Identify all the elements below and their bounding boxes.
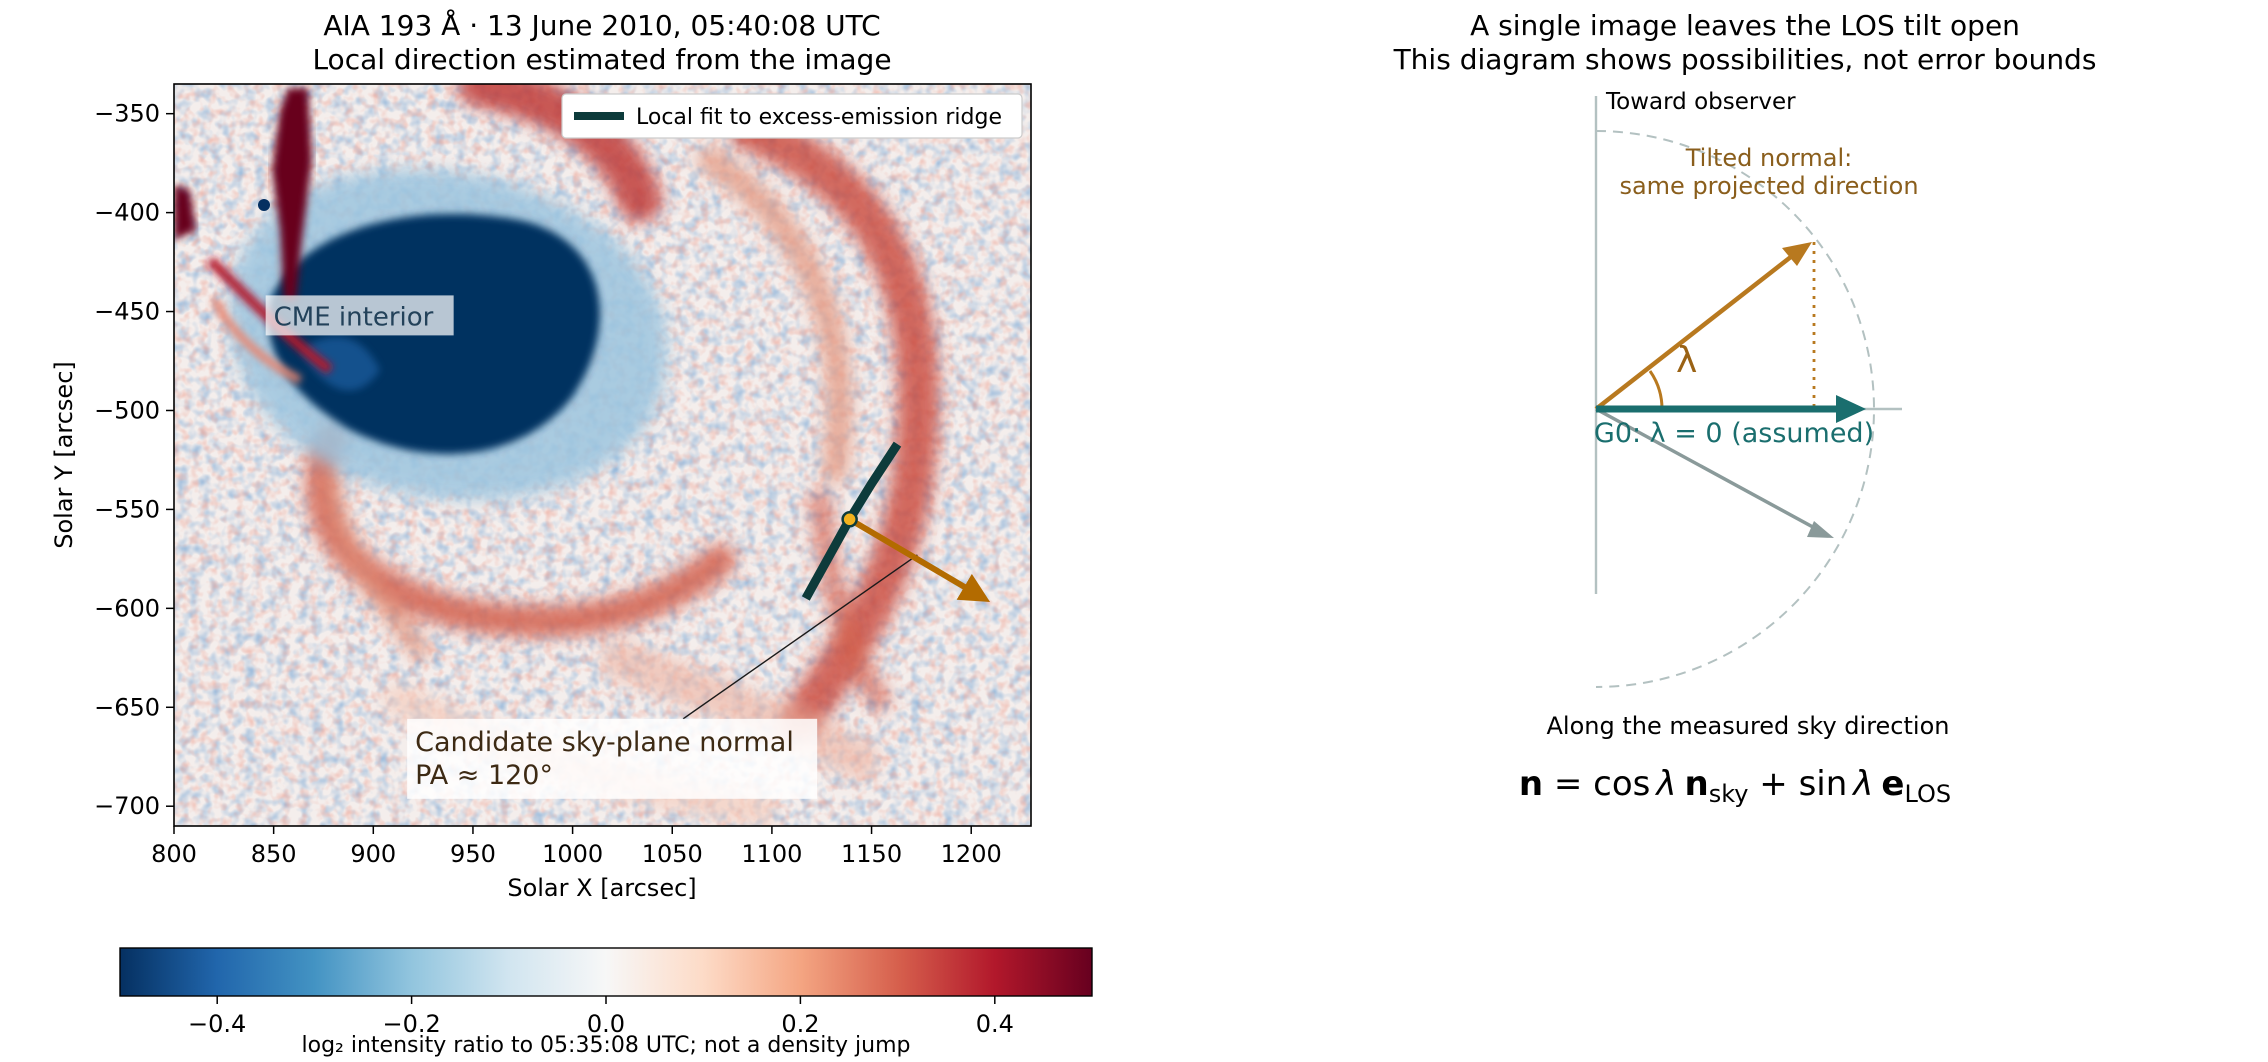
tilt-diagram: Toward observer λ Tilted normal: same pr… (1594, 89, 1919, 688)
heatmap-title-line1: AIA 193 Å · 13 June 2010, 05:40:08 UTC (323, 8, 880, 42)
colorbar-tick-label: 0.0 (587, 1010, 625, 1038)
eq-n-sky: n (1685, 764, 1709, 804)
x-tick-label: 850 (251, 840, 297, 868)
sky-plane-normal-arrow (848, 516, 991, 603)
eq-sin: + sin (1748, 764, 1847, 804)
diagram-title-line2: This diagram shows possibilities, not er… (1393, 43, 2097, 76)
heatmap-title-line2: Local direction estimated from the image (312, 43, 891, 76)
tilted-normal-arrowhead (1782, 242, 1812, 266)
g0-arrowhead (1836, 395, 1866, 423)
diagram-caption: Along the measured sky direction (1547, 712, 1950, 740)
heatmap-x-label: Solar X [arcsec] (507, 874, 696, 902)
x-tick-label: 1200 (941, 840, 1002, 868)
normal-annotation: Candidate sky-plane normal PA ≈ 120° (407, 718, 818, 799)
g0-label: G0: λ = 0 (assumed) (1594, 418, 1874, 449)
x-tick-label: 1000 (542, 840, 603, 868)
tilted-normal-label-line2: same projected direction (1619, 172, 1918, 200)
x-tick-label: 950 (450, 840, 496, 868)
possibility-semicircle (1595, 130, 1875, 688)
lambda-arc (1648, 370, 1664, 410)
eq-lambda-2: λ (1851, 764, 1873, 804)
cme-interior-label: CME interior (265, 295, 454, 336)
toward-observer-label: Toward observer (1605, 89, 1796, 115)
normal-annotation-line1: Candidate sky-plane normal (415, 727, 794, 758)
heatmap-image (174, 84, 1031, 826)
lambda-label: λ (1676, 340, 1697, 381)
eq-e-los: e (1881, 764, 1904, 804)
legend-label: Local fit to excess-emission ridge (636, 105, 1002, 130)
y-tick-label: −500 (94, 396, 160, 424)
normal-annotation-line2: PA ≈ 120° (415, 760, 553, 791)
tilted-normal-arrow (1594, 254, 1794, 411)
x-tick-label: 800 (151, 840, 197, 868)
tilted-normal-label-line1: Tilted normal: (1685, 144, 1852, 172)
fit-point-marker (841, 511, 858, 528)
y-tick-label: −450 (94, 298, 160, 326)
heatmap-frame (173, 83, 1032, 827)
colorbar-label: log₂ intensity ratio to 05:35:08 UTC; no… (302, 1033, 911, 1058)
heatmap-x-ticks: 800 850 900 950 1000 1050 1100 1150 1200 (151, 826, 1002, 868)
y-tick-label: −600 (94, 594, 160, 622)
colorbar (119, 947, 1093, 997)
eq-n: n (1519, 764, 1543, 804)
x-tick-label: 900 (350, 840, 396, 868)
y-tick-label: −350 (94, 100, 160, 128)
x-tick-label: 1150 (841, 840, 902, 868)
colorbar-tick-label: −0.2 (382, 1010, 440, 1038)
colorbar-tick-label: 0.2 (781, 1010, 819, 1038)
eq-sky-sub: sky (1709, 780, 1749, 808)
heatmap-y-ticks: −350 −400 −450 −500 −550 −600 −650 −700 (94, 100, 174, 820)
y-tick-label: −550 (94, 495, 160, 523)
eq-cos: = cos (1543, 764, 1650, 804)
eq-los-sub: LOS (1904, 780, 1951, 808)
y-tick-label: −700 (94, 792, 160, 820)
cme-interior-text: CME interior (274, 302, 434, 332)
diagram-title-line1: A single image leaves the LOS tilt open (1470, 9, 2020, 42)
y-tick-label: −650 (94, 693, 160, 721)
negative-tilt-arrow (1595, 407, 1823, 534)
colorbar-tick-label: 0.4 (976, 1010, 1014, 1038)
heatmap-y-label: Solar Y [arcsec] (50, 361, 78, 549)
negative-tilt-arrowhead (1807, 521, 1834, 538)
heatmap-legend: Local fit to excess-emission ridge (561, 93, 1023, 139)
y-tick-label: −400 (94, 199, 160, 227)
annotation-leader-line (682, 554, 918, 720)
projection-equation: n = cos λ nsky + sin λ eLOS (1519, 764, 1951, 808)
colorbar-tick-label: −0.4 (188, 1010, 246, 1038)
x-tick-label: 1050 (642, 840, 703, 868)
x-tick-label: 1100 (741, 840, 802, 868)
colorbar-ticks: −0.4 −0.2 0.0 0.2 0.4 (188, 996, 1014, 1038)
eq-lambda-1: λ (1654, 764, 1676, 804)
